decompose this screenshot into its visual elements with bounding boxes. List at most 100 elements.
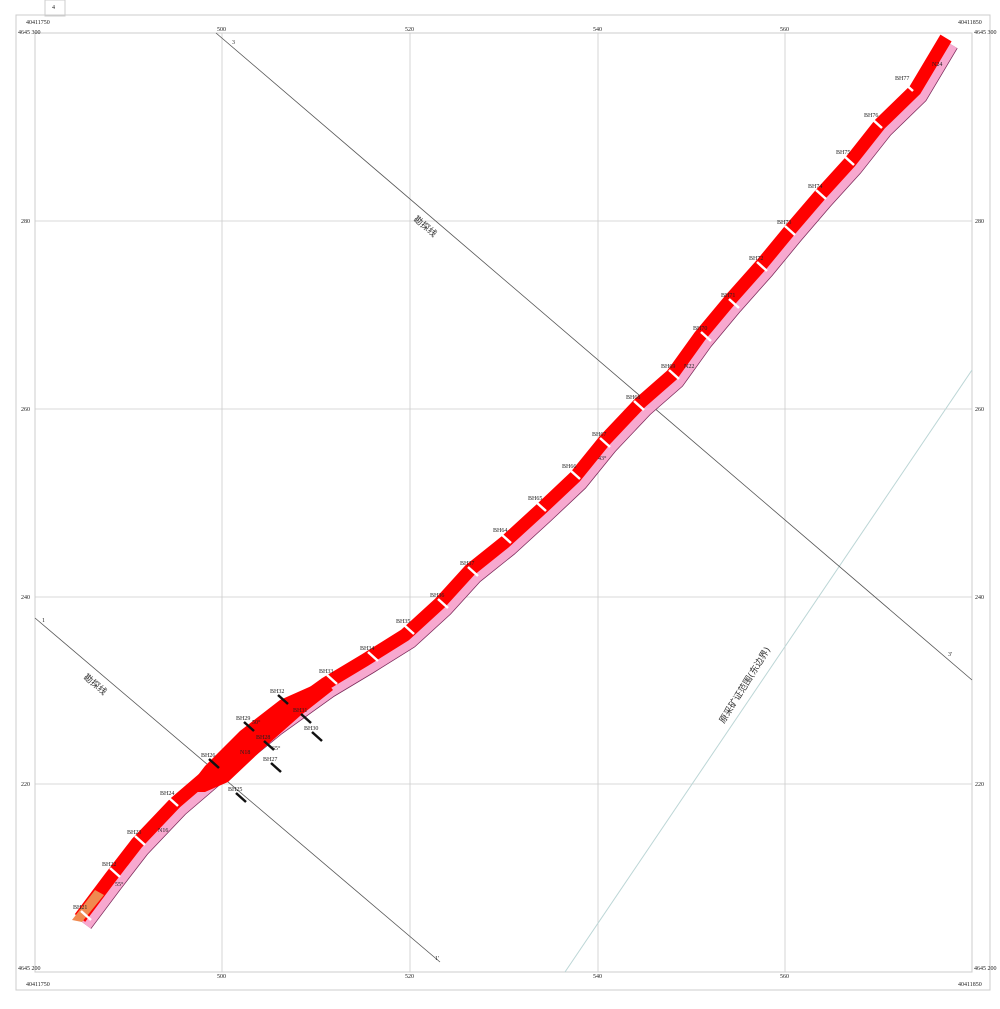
borehole-bh29[interactable]: BH29 <box>236 716 255 732</box>
corner-top-left-x: 40411750 <box>26 20 50 26</box>
borehole-bh74[interactable]: BH74 <box>808 184 827 200</box>
annotation-label: 43° <box>598 455 607 462</box>
borehole-bh25[interactable]: BH25 <box>228 787 247 803</box>
borehole-marker <box>403 624 415 635</box>
borehole-bh32[interactable]: BH32 <box>270 689 289 705</box>
borehole-marker <box>569 469 581 480</box>
borehole-bh34[interactable]: BH34 <box>360 646 379 662</box>
corner-bottom-left-x: 40411750 <box>26 982 50 988</box>
mining-license-boundary <box>564 369 973 973</box>
grid-label-y: 240 <box>21 595 30 601</box>
borehole-marker <box>367 651 379 662</box>
borehole-bh72[interactable]: BH72 <box>749 256 768 272</box>
line-1-end: 1' <box>435 956 439 962</box>
borehole-bh64[interactable]: BH64 <box>493 528 512 544</box>
borehole-marker <box>243 721 255 732</box>
borehole-marker <box>599 437 611 448</box>
borehole-bh65[interactable]: BH65 <box>528 496 547 512</box>
borehole-marker <box>700 331 712 342</box>
borehole-bh30[interactable]: BH30 <box>304 726 323 742</box>
oxidized-zone <box>72 890 104 922</box>
borehole-label: BH64 <box>493 528 507 534</box>
corner-bottom-left-y: 4645 200 <box>18 966 41 972</box>
line-3-start: 3 <box>232 40 235 46</box>
borehole-bh73[interactable]: BH73 <box>777 220 796 236</box>
borehole-marker <box>263 740 275 751</box>
borehole-label: BH23 <box>127 830 141 836</box>
borehole-bh71[interactable]: BH71 <box>721 293 740 309</box>
borehole-marker <box>535 501 547 512</box>
borehole-bh24[interactable]: BH24 <box>160 791 179 807</box>
exploration-line-3 <box>215 32 973 681</box>
borehole-bh76[interactable]: BH76 <box>864 113 883 129</box>
grid-labels: 500 500 520 520 540 540 560 560 280 280 260 260 240 2… <box>21 27 984 980</box>
line-1-start: 1 <box>42 618 45 624</box>
sheet-tab[interactable] <box>44 0 66 17</box>
annotation-label: N22 <box>684 364 694 370</box>
borehole-label: BH22 <box>102 862 116 868</box>
grid-label-x: 520 <box>405 974 414 980</box>
boundary-label: 原采矿证范围(东边界) <box>716 645 773 726</box>
borehole-bh27[interactable]: BH27 <box>263 757 282 773</box>
borehole-bh69[interactable]: BH69 <box>661 364 680 380</box>
borehole-marker <box>815 189 827 200</box>
borehole-label: BH70 <box>693 326 707 332</box>
borehole-bh67[interactable]: BH67 <box>592 432 611 448</box>
grid-label-y: 240 <box>975 595 984 601</box>
corner-top-left-y: 4645 300 <box>18 30 41 36</box>
grid-label-y: 280 <box>21 219 30 225</box>
borehole-bh36[interactable]: BH36 <box>430 593 449 609</box>
grid-label-x: 560 <box>780 27 789 33</box>
borehole-label: BH24 <box>160 791 174 797</box>
borehole-marker <box>668 369 680 380</box>
borehole-label: BH75 <box>836 150 850 156</box>
borehole-label: BH73 <box>777 220 791 226</box>
borehole-bh75[interactable]: BH75 <box>836 150 855 166</box>
borehole-marker <box>902 81 914 92</box>
borehole-label: BH65 <box>528 496 542 502</box>
borehole-bh35[interactable]: BH35 <box>396 619 415 635</box>
borehole-bh77[interactable]: BH77 <box>895 76 914 92</box>
annotation-label: N18 <box>240 750 250 756</box>
borehole-bh68[interactable]: BH68 <box>626 395 645 411</box>
ore-body-wide-section <box>185 680 333 792</box>
borehole-label: BH34 <box>360 646 374 652</box>
borehole-bh22[interactable]: BH22 <box>102 862 121 878</box>
annotation-label: N24 <box>932 62 942 68</box>
grid-label-y: 280 <box>975 219 984 225</box>
borehole-bh33[interactable]: BH33 <box>319 669 338 685</box>
borehole-bh31[interactable]: BH31 <box>293 708 312 724</box>
borehole-bh37[interactable]: BH37 <box>460 561 479 577</box>
annotation-label: 50° <box>252 719 261 726</box>
borehole-label: BH29 <box>236 716 250 722</box>
borehole-label: BH36 <box>430 593 444 599</box>
borehole-marker <box>109 867 121 878</box>
borehole-bh66[interactable]: BH66 <box>562 464 581 480</box>
borehole-marker <box>134 835 146 846</box>
borehole-marker <box>500 533 512 544</box>
grid-label-x: 500 <box>217 27 226 33</box>
borehole-label: BH21 <box>73 905 87 911</box>
outer-frame <box>15 14 991 991</box>
borehole-label: BH71 <box>721 293 735 299</box>
borehole-bh70[interactable]: BH70 <box>693 326 712 342</box>
grid-label-x: 540 <box>593 27 602 33</box>
grid-label-y: 260 <box>975 407 984 413</box>
borehole-bh23[interactable]: BH23 <box>127 830 146 846</box>
grid-label-y: 220 <box>21 782 30 788</box>
borehole-bh26[interactable]: BH26 <box>201 753 220 769</box>
annotation-label: 55° <box>115 881 124 888</box>
borehole-label: BH74 <box>808 184 822 190</box>
borehole-label: BH33 <box>319 669 333 675</box>
borehole-marker <box>326 674 338 685</box>
borehole-marker <box>784 225 796 236</box>
borehole-bh28[interactable]: BH28 <box>256 735 275 751</box>
wall-rock-zone <box>81 42 957 929</box>
grid-label-y: 220 <box>975 782 984 788</box>
borehole-bh21[interactable]: BH21 <box>73 905 92 921</box>
borehole-marker <box>167 796 179 807</box>
annotation-label: N16 <box>158 828 168 834</box>
borehole-marker <box>728 298 740 309</box>
wall-rock-outline <box>80 41 958 929</box>
borehole-label: BH26 <box>201 753 215 759</box>
